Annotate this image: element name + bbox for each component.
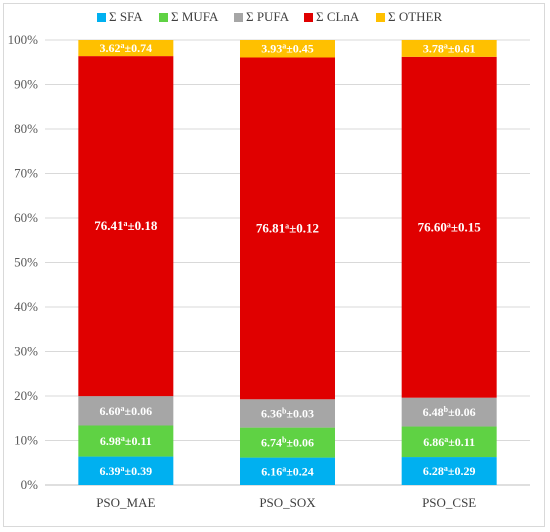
bar-segment-mufa	[240, 427, 335, 458]
data-label: 6.28a±0.29	[423, 464, 476, 479]
data-label: 76.81a±0.12	[256, 220, 319, 235]
y-tick-label: 30%	[14, 344, 38, 359]
bar-segment-sfa	[401, 457, 497, 485]
bar-segment-other	[78, 40, 174, 57]
bar-segment-sfa	[78, 456, 174, 485]
data-label: 76.41a±0.18	[94, 218, 158, 233]
bar-segment-pufa	[401, 397, 497, 427]
data-label: 76.60a±0.15	[418, 219, 482, 234]
y-tick-label: 80%	[14, 121, 38, 136]
y-tick-label: 20%	[14, 388, 38, 403]
category-label: PSO_SOX	[259, 495, 316, 510]
legend-label: Σ SFA	[109, 9, 143, 24]
bar-segment-sfa	[240, 457, 335, 485]
legend-swatch	[376, 13, 385, 22]
data-label: 6.60a±0.06	[100, 403, 153, 418]
legend-label: Σ PUFA	[246, 9, 290, 24]
y-tick-label: 90%	[14, 77, 38, 92]
data-label: 6.36b±0.03	[261, 406, 314, 421]
category-label: PSO_CSE	[422, 495, 476, 510]
bar-segment-pufa	[240, 399, 335, 428]
data-label: 6.16a±0.24	[261, 464, 314, 479]
bar-segment-clna	[401, 56, 497, 398]
bar-segment-other	[240, 40, 335, 58]
bar-segment-pufa	[78, 396, 174, 426]
bar-segment-other	[401, 40, 497, 57]
y-tick-label: 40%	[14, 299, 38, 314]
y-tick-label: 60%	[14, 210, 38, 225]
data-label: 6.98a±0.11	[100, 434, 152, 449]
y-tick-label: 10%	[14, 433, 38, 448]
data-label: 6.39a±0.39	[100, 463, 153, 478]
y-tick-label: 0%	[21, 477, 39, 492]
bar-segment-clna	[240, 57, 335, 400]
legend-swatch	[159, 13, 168, 22]
bar-segment-mufa	[78, 425, 174, 457]
data-label: 6.48b±0.06	[423, 405, 476, 420]
data-label: 3.62a±0.74	[100, 41, 153, 56]
data-label: 6.74b±0.06	[261, 435, 314, 450]
legend-swatch	[234, 13, 243, 22]
category-label: PSO_MAE	[96, 495, 155, 510]
y-tick-label: 100%	[8, 32, 39, 47]
y-tick-label: 70%	[14, 166, 38, 181]
bar-segment-mufa	[401, 426, 497, 458]
legend-label: Σ CLnA	[316, 9, 360, 24]
data-label: 6.86a±0.11	[423, 434, 475, 449]
legend-label: Σ MUFA	[171, 9, 219, 24]
legend-swatch	[97, 13, 106, 22]
bar-segment-clna	[78, 56, 174, 397]
y-tick-label: 50%	[14, 255, 38, 270]
data-label: 3.78a±0.61	[423, 41, 476, 56]
legend-swatch	[304, 13, 313, 22]
legend-label: Σ OTHER	[388, 9, 442, 24]
data-label: 3.93a±0.45	[261, 41, 314, 56]
